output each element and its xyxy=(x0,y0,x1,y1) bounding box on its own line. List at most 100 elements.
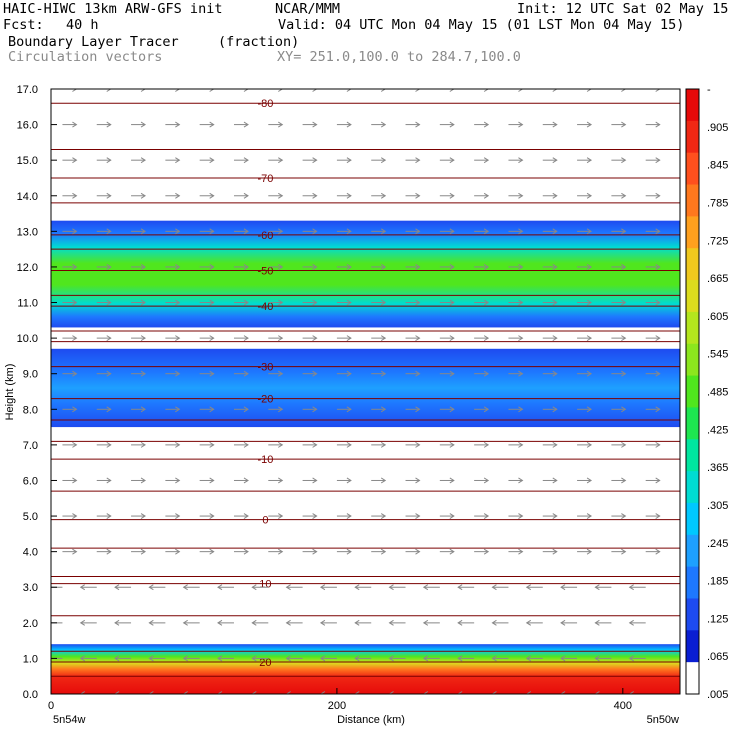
vector-arrow-head xyxy=(552,121,558,128)
vector-arrow-head xyxy=(449,406,455,413)
vector-arrow-head xyxy=(312,192,318,199)
vector-arrow-head xyxy=(285,584,291,591)
vector-arrow-head xyxy=(552,406,558,413)
vector-arrow-head xyxy=(312,264,318,270)
vector-arrow-head xyxy=(621,157,627,164)
colorbar-label: .785 xyxy=(707,197,728,209)
vector-arrow-head xyxy=(586,441,593,448)
vector-arrow-head xyxy=(72,228,78,235)
y-tick-label: 10.0 xyxy=(17,333,38,345)
vector-arrow-head xyxy=(209,513,215,519)
vector-arrow-head xyxy=(483,548,490,555)
vector-arrow-head xyxy=(354,655,360,662)
vector-arrow-head xyxy=(278,441,284,448)
vector-arrow-head xyxy=(346,477,352,484)
vectors-label: Circulation vectors xyxy=(8,49,163,65)
vector-arrow-head xyxy=(415,121,421,128)
vector-arrow-head xyxy=(278,157,284,164)
vector-arrow-head xyxy=(380,299,387,306)
vector-arrow-head xyxy=(46,585,50,590)
vector-arrow-head xyxy=(114,655,120,662)
vector-arrow-head xyxy=(483,513,490,519)
vector-arrow-head xyxy=(586,335,593,342)
vector-arrow-head xyxy=(655,157,661,164)
model-title: HAIC-HIWC 13km ARW-GFS init xyxy=(3,1,223,17)
vector-arrow-head xyxy=(518,513,524,519)
vector-arrow-head xyxy=(278,370,284,377)
vector-arrow-head xyxy=(114,619,120,626)
vector-arrow-head xyxy=(449,121,455,128)
vector-arrow-head xyxy=(586,157,593,164)
vector-arrow-head xyxy=(628,584,634,591)
vector-arrow-head xyxy=(525,619,532,626)
init-time: Init: 12 UTC Sat 02 May 15 xyxy=(517,1,729,17)
vector-arrow-head xyxy=(175,441,181,448)
colorbar-swatch xyxy=(686,89,699,122)
vector-arrow-head xyxy=(182,584,188,591)
vector-arrow-head xyxy=(415,441,421,448)
vector-arrow-head xyxy=(415,477,421,484)
vector-arrow-head xyxy=(380,121,387,128)
vector-arrow-head xyxy=(46,656,50,661)
vector-arrow-head xyxy=(586,370,593,377)
vector-arrow-head xyxy=(175,513,181,519)
vector-arrow-head xyxy=(586,406,593,413)
vector-arrow-head xyxy=(380,441,387,448)
vector-arrow-head xyxy=(518,406,524,413)
vector-arrow-head xyxy=(483,89,490,92)
vector-arrow-head xyxy=(415,264,421,270)
vector-arrow-head xyxy=(415,89,421,92)
vector-arrow-head xyxy=(312,548,318,555)
vector-arrow-head xyxy=(525,584,532,591)
y-tick-label: 1.0 xyxy=(23,653,38,665)
vector-arrow-head xyxy=(621,299,627,306)
vector-arrow-head xyxy=(518,477,524,484)
vector-arrow-head xyxy=(354,584,360,591)
vector-arrow-head xyxy=(586,477,593,484)
vector-arrow-head xyxy=(182,655,188,662)
vector-arrow-head xyxy=(312,406,318,413)
vector-arrow-head xyxy=(518,370,524,377)
vector-arrow-head xyxy=(79,584,86,591)
field-units: (fraction) xyxy=(218,34,300,50)
vector-arrow-head xyxy=(415,548,421,555)
contour-label: -50 xyxy=(257,266,273,278)
vector-arrow-head xyxy=(140,370,146,377)
vector-arrow-head xyxy=(483,441,490,448)
y-axis: 0.0 1.0 2.0 3.0 4.0 5.0 6.0 7.0 8.0 9.0 10.0 11.0 12… xyxy=(17,84,57,701)
vector-arrow-head xyxy=(106,335,112,342)
colorbar-frame xyxy=(685,88,700,695)
x-tick-label: 200 xyxy=(328,700,346,712)
colorbar: - .905 .845 .785 .725 .665 .605 .545 .485 .425 .36… xyxy=(685,84,728,701)
vector-arrow-head xyxy=(388,584,394,591)
vector-arrow-head xyxy=(182,691,188,694)
vector-arrow-head xyxy=(655,299,661,306)
vector-arrow-head xyxy=(346,513,352,519)
vector-arrow-head xyxy=(243,548,249,555)
vector-arrow-head xyxy=(148,691,154,694)
vector-arrow-head xyxy=(175,299,181,306)
colorbar-swatch xyxy=(686,439,699,472)
vector-arrow-head xyxy=(285,691,291,694)
vector-arrow-head xyxy=(175,406,181,413)
vector-arrow-head xyxy=(106,157,112,164)
vector-arrow-head xyxy=(175,228,181,235)
vector-arrow-head xyxy=(106,121,112,128)
vector-arrow-head xyxy=(586,228,593,235)
vector-arrow-head xyxy=(380,513,387,519)
vector-arrow-head xyxy=(449,89,455,92)
contour-label: -70 xyxy=(257,173,273,185)
colorbar-swatch xyxy=(686,184,699,217)
colorbar-swatch xyxy=(686,120,699,154)
vector-arrow-head xyxy=(422,655,429,662)
vector-arrow-head xyxy=(491,655,497,662)
vector-arrow-head xyxy=(552,335,558,342)
vector-arrow-head xyxy=(251,619,257,626)
vector-arrow-head xyxy=(209,441,215,448)
vector-arrow-head xyxy=(243,121,249,128)
contour-label: -20 xyxy=(257,394,273,406)
colorbar-swatch xyxy=(686,407,699,440)
vector-arrow-head xyxy=(380,264,387,270)
vector-arrow-head xyxy=(552,157,558,164)
vector-arrow-head xyxy=(594,655,600,662)
